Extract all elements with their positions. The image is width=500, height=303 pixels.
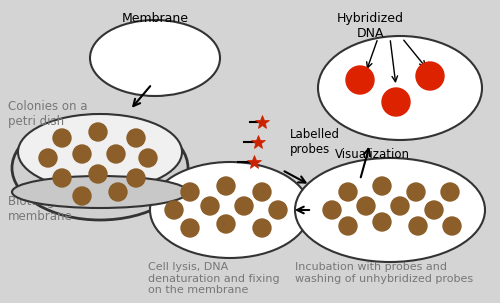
Circle shape (39, 149, 57, 167)
Circle shape (53, 129, 71, 147)
Circle shape (127, 129, 145, 147)
Circle shape (416, 62, 444, 90)
Ellipse shape (90, 20, 220, 96)
Circle shape (73, 187, 91, 205)
Circle shape (339, 183, 357, 201)
Ellipse shape (12, 116, 188, 220)
Circle shape (382, 88, 410, 116)
Circle shape (443, 217, 461, 235)
Circle shape (89, 123, 107, 141)
Circle shape (217, 215, 235, 233)
Text: Labelled
probes: Labelled probes (290, 128, 340, 156)
Circle shape (89, 165, 107, 183)
Circle shape (217, 177, 235, 195)
Circle shape (323, 201, 341, 219)
Circle shape (235, 197, 253, 215)
Circle shape (357, 197, 375, 215)
Ellipse shape (150, 162, 310, 258)
Circle shape (425, 201, 443, 219)
Text: Blotting cells to the
membrane: Blotting cells to the membrane (8, 195, 123, 223)
Ellipse shape (318, 36, 482, 140)
Circle shape (73, 145, 91, 163)
Circle shape (201, 197, 219, 215)
Circle shape (253, 219, 271, 237)
Circle shape (127, 169, 145, 187)
Circle shape (53, 169, 71, 187)
Circle shape (373, 213, 391, 231)
Circle shape (109, 183, 127, 201)
Circle shape (139, 149, 157, 167)
Circle shape (373, 177, 391, 195)
Circle shape (409, 217, 427, 235)
Circle shape (407, 183, 425, 201)
Text: Incubation with probes and
washing of unhybridized probes: Incubation with probes and washing of un… (295, 262, 473, 284)
Circle shape (181, 219, 199, 237)
Ellipse shape (295, 158, 485, 262)
Text: Membrane: Membrane (122, 12, 188, 25)
Ellipse shape (12, 176, 188, 208)
Circle shape (269, 201, 287, 219)
Text: Cell lysis, DNA
denaturation and fixing
on the membrane: Cell lysis, DNA denaturation and fixing … (148, 262, 280, 295)
Circle shape (107, 145, 125, 163)
Circle shape (441, 183, 459, 201)
Circle shape (181, 183, 199, 201)
Text: Colonies on a
petri dish: Colonies on a petri dish (8, 100, 87, 128)
Circle shape (165, 201, 183, 219)
Text: Visualization: Visualization (335, 148, 410, 161)
Circle shape (346, 66, 374, 94)
Ellipse shape (18, 114, 182, 190)
Circle shape (391, 197, 409, 215)
Circle shape (253, 183, 271, 201)
Text: Hybridized
DNA: Hybridized DNA (336, 12, 404, 40)
Circle shape (339, 217, 357, 235)
